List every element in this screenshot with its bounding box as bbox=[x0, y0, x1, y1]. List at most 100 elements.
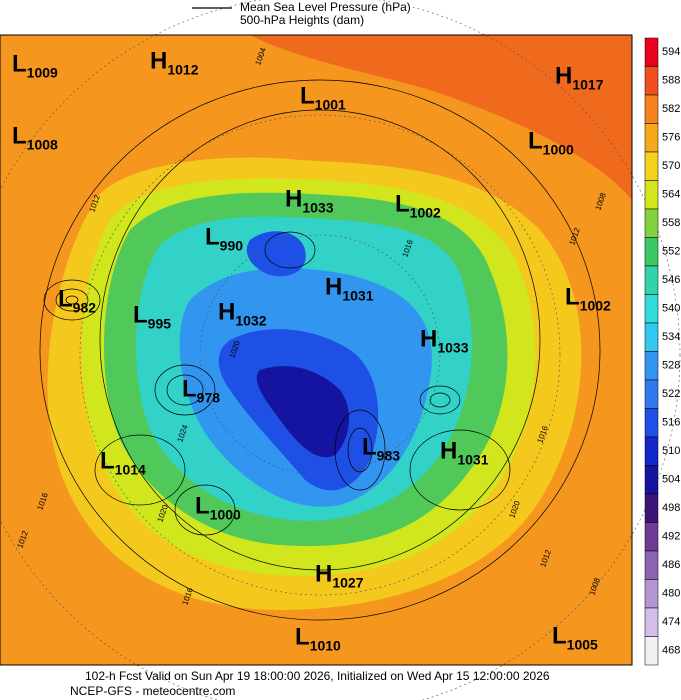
pressure-center-value: 1005 bbox=[567, 637, 598, 653]
pressure-center-letter: L bbox=[182, 375, 197, 402]
colorbar-tick-label: 582 bbox=[662, 103, 680, 115]
colorbar-tick-label: 576 bbox=[662, 132, 680, 144]
colorbar-tick-label: 486 bbox=[662, 559, 680, 571]
pressure-center-value: 1032 bbox=[235, 313, 266, 329]
legend-text: Mean Sea Level Pressure (hPa) bbox=[240, 0, 411, 14]
pressure-center-letter: H bbox=[440, 437, 457, 464]
colorbar-swatch bbox=[644, 493, 659, 523]
pressure-center-value: 1012 bbox=[167, 62, 198, 78]
pressure-center-value: 1000 bbox=[210, 507, 241, 523]
colorbar-swatch bbox=[644, 351, 659, 381]
pressure-center-value: 995 bbox=[148, 316, 172, 332]
colorbar-swatch bbox=[644, 408, 659, 438]
pressure-center-value: 1008 bbox=[27, 137, 58, 153]
pressure-center-letter: L bbox=[362, 433, 377, 460]
legend-text: 500-hPa Heights (dam) bbox=[240, 13, 364, 27]
pressure-center-letter: L bbox=[58, 285, 73, 312]
pressure-center-value: 1002 bbox=[580, 298, 611, 314]
pressure-center-letter: L bbox=[195, 492, 210, 519]
pressure-center-value: 1002 bbox=[410, 205, 441, 221]
pressure-center-letter: L bbox=[12, 50, 27, 77]
colorbar-swatch bbox=[644, 636, 659, 666]
pressure-center-letter: L bbox=[395, 190, 410, 217]
colorbar-tick-label: 510 bbox=[662, 445, 680, 457]
pressure-center-value: 1017 bbox=[572, 77, 603, 93]
pressure-center-letter: L bbox=[528, 127, 543, 154]
pressure-center-value: 1031 bbox=[342, 288, 373, 304]
pressure-center-value: 1001 bbox=[315, 97, 346, 113]
pressure-center-value: 978 bbox=[197, 390, 221, 406]
colorbar-swatch bbox=[644, 151, 659, 181]
pressure-center-value: 1010 bbox=[310, 638, 341, 654]
pressure-center-letter: L bbox=[100, 447, 115, 474]
footer-text: 102-h Fcst Valid on Sun Apr 19 18:00:00 … bbox=[85, 669, 550, 683]
pressure-center-letter: H bbox=[315, 560, 332, 587]
colorbar-swatch bbox=[644, 322, 659, 352]
colorbar-tick-label: 564 bbox=[662, 189, 680, 201]
pressure-center-letter: L bbox=[205, 223, 220, 250]
pressure-center-value: 1033 bbox=[437, 340, 468, 356]
colorbar-swatch bbox=[644, 607, 659, 637]
pressure-center-letter: H bbox=[420, 325, 437, 352]
warm-region bbox=[250, 35, 632, 200]
colorbar-swatch bbox=[644, 579, 659, 609]
height-516 bbox=[246, 231, 306, 277]
colorbar-tick-label: 570 bbox=[662, 160, 680, 172]
colorbar-tick-label: 474 bbox=[662, 616, 680, 628]
pressure-center-letter: H bbox=[555, 62, 572, 89]
pressure-center-letter: H bbox=[150, 47, 167, 74]
pressure-center-value: 1000 bbox=[543, 142, 574, 158]
colorbar-swatch bbox=[644, 379, 659, 409]
colorbar-tick-label: 480 bbox=[662, 588, 680, 600]
colorbar-swatch bbox=[644, 208, 659, 238]
colorbar-tick-label: 492 bbox=[662, 531, 680, 543]
colorbar-swatch bbox=[644, 294, 659, 324]
pressure-center-value: 1027 bbox=[332, 575, 363, 591]
isobars bbox=[39, 79, 601, 621]
colorbar-swatch bbox=[644, 237, 659, 267]
colorbar-swatch bbox=[644, 550, 659, 580]
colorbar-tick-label: 516 bbox=[662, 417, 680, 429]
colorbar-tick-label: 588 bbox=[662, 75, 680, 87]
colorbar-swatch bbox=[644, 465, 659, 495]
pressure-center-letter: L bbox=[565, 283, 580, 310]
footer-text: NCEP-GFS - meteocentre.com bbox=[70, 684, 235, 698]
pressure-center-value: 982 bbox=[73, 300, 97, 316]
colorbar-tick-label: 528 bbox=[662, 360, 680, 372]
pressure-center-letter: L bbox=[295, 623, 310, 650]
colorbar-tick-label: 468 bbox=[662, 645, 680, 657]
pressure-center-letter: L bbox=[12, 122, 27, 149]
pressure-center-letter: L bbox=[300, 82, 315, 109]
colorbar-tick-label: 558 bbox=[662, 217, 680, 229]
colorbar-tick-label: 552 bbox=[662, 246, 680, 258]
height-504 bbox=[256, 366, 350, 458]
pressure-center-value: 1033 bbox=[302, 200, 333, 216]
colorbar-swatch bbox=[644, 123, 659, 153]
colorbar-tick-label: 504 bbox=[662, 474, 680, 486]
colorbar-tick-label: 522 bbox=[662, 388, 680, 400]
colorbar-tick-label: 534 bbox=[662, 331, 680, 343]
colorbar-swatch bbox=[644, 265, 659, 295]
pressure-center-letter: H bbox=[218, 298, 235, 325]
colorbar-tick-label: 546 bbox=[662, 274, 680, 286]
colorbar-swatch bbox=[644, 522, 659, 552]
colorbar-swatch bbox=[644, 66, 659, 96]
pressure-center-value: 990 bbox=[220, 238, 244, 254]
pressure-center-letter: L bbox=[133, 301, 148, 328]
pressure-center-value: 1031 bbox=[457, 452, 488, 468]
pressure-center-value: 1014 bbox=[115, 462, 146, 478]
pressure-center-value: 1009 bbox=[27, 65, 58, 81]
pressure-center-letter: L bbox=[552, 622, 567, 649]
colorbar-tick-label: 498 bbox=[662, 502, 680, 514]
colorbar-swatch bbox=[644, 94, 659, 124]
colorbar-swatch bbox=[644, 180, 659, 210]
colorbar-swatch bbox=[644, 37, 659, 67]
colorbar-tick-label: 540 bbox=[662, 303, 680, 315]
map-frame bbox=[0, 34, 633, 666]
pressure-center-letter: H bbox=[285, 185, 302, 212]
colorbar-swatch bbox=[644, 436, 659, 466]
pressure-center-value: 983 bbox=[377, 448, 401, 464]
